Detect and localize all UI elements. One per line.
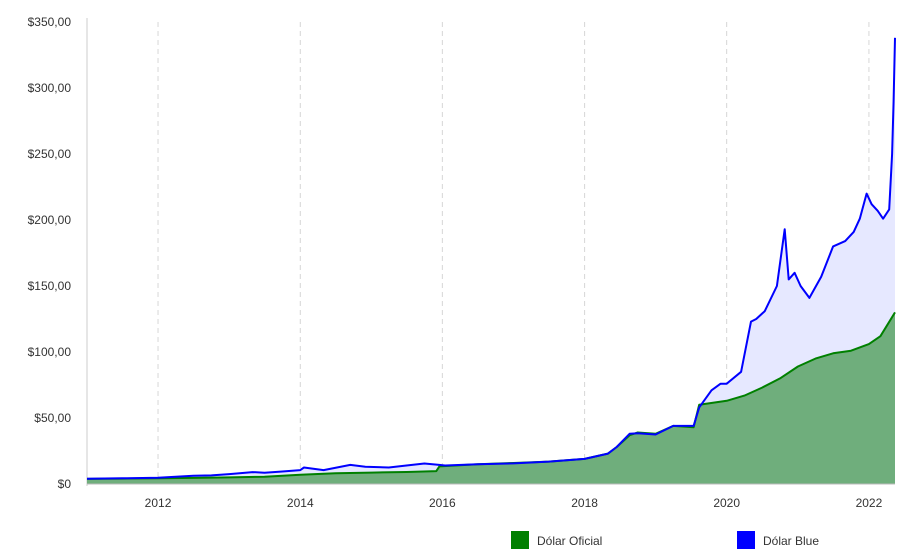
x-tick-label: 2014 bbox=[287, 496, 314, 510]
y-tick-label: $300,00 bbox=[28, 81, 72, 95]
legend-swatch bbox=[511, 531, 529, 549]
y-tick-label: $200,00 bbox=[28, 213, 72, 227]
x-tick-label: 2018 bbox=[571, 496, 598, 510]
x-tick-label: 2022 bbox=[856, 496, 883, 510]
y-tick-label: $50,00 bbox=[34, 411, 71, 425]
y-tick-label: $150,00 bbox=[28, 279, 72, 293]
legend-label: Dólar Blue bbox=[763, 534, 819, 548]
x-tick-label: 2020 bbox=[713, 496, 740, 510]
x-tick-label: 2012 bbox=[145, 496, 172, 510]
legend-label: Dólar Oficial bbox=[537, 534, 602, 548]
legend-swatch bbox=[737, 531, 755, 549]
y-tick-label: $100,00 bbox=[28, 345, 72, 359]
x-tick-label: 2016 bbox=[429, 496, 456, 510]
blue-series-line bbox=[86, 37, 896, 480]
y-tick-label: $0 bbox=[58, 477, 72, 491]
oficial-area bbox=[87, 312, 895, 484]
y-tick-label: $350,00 bbox=[28, 15, 72, 29]
y-tick-label: $250,00 bbox=[28, 147, 72, 161]
